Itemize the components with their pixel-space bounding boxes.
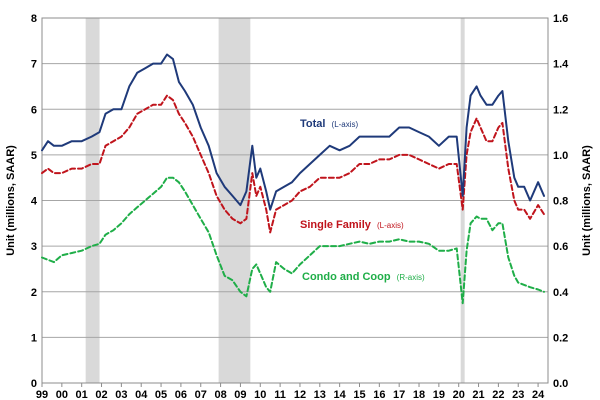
annotation-single-family-label: Single Family: [300, 219, 372, 231]
left-tick-label: 3: [31, 241, 37, 253]
annotation-condo-coop: Condo and Coop (R-axis): [302, 271, 425, 283]
left-tick-label: 2: [31, 287, 37, 299]
series-lines: [41, 53, 545, 305]
right-tick-label: 0.2: [553, 332, 568, 344]
right-tick-label: 0.6: [553, 241, 568, 253]
left-axis-title: Unit (millions, SAAR): [5, 145, 17, 256]
x-axis-ticks: 99 00 01 02 03 04 05 06 07 08 09 10 11 12 13 14 15 16 17 18…: [36, 383, 545, 400]
x-tick-label: 06: [175, 389, 187, 400]
left-tick-label: 6: [31, 104, 37, 116]
right-tick-label: 1.4: [553, 59, 569, 71]
right-axis-title: Unit (millions, SAAR): [581, 145, 593, 256]
annotation-single-family: Single Family (L-axis): [300, 219, 404, 231]
x-tick-label: 14: [334, 389, 347, 400]
x-tick-label: 10: [254, 389, 266, 400]
annotation-total-axis-note: (L-axis): [332, 120, 359, 129]
x-tick-label: 19: [433, 389, 445, 400]
right-tick-label: 1.0: [553, 150, 568, 162]
left-tick-label: 4: [31, 196, 38, 208]
x-tick-label: 08: [214, 389, 226, 400]
right-tick-label: 0.8: [553, 196, 568, 208]
single-family-line: [41, 94, 545, 234]
x-tick-label: 12: [294, 389, 306, 400]
x-tick-label: 07: [195, 389, 207, 400]
left-axis-ticks: 0 1 2 3 4 5 6 7 8: [31, 13, 38, 390]
x-tick-label: 05: [155, 389, 167, 400]
condo-and-coop-line: [41, 176, 545, 305]
left-tick-label: 5: [31, 150, 37, 162]
x-tick-label: 01: [76, 389, 88, 400]
annotation-condo-coop-label: Condo and Coop: [302, 271, 391, 283]
x-tick-label: 21: [472, 389, 484, 400]
annotation-condo-coop-axis-note: (R-axis): [397, 273, 425, 282]
annotation-total: Total (L-axis): [300, 118, 359, 130]
gridlines: [42, 63, 548, 338]
left-tick-label: 0: [31, 378, 37, 390]
plot-frame: [41, 17, 549, 384]
x-tick-label: 02: [95, 389, 107, 400]
x-tick-label: 17: [393, 389, 405, 400]
total-line: [41, 53, 545, 211]
right-axis-ticks: 0.0 0.2 0.4 0.6 0.8 1.0 1.2 1.4 1.6: [553, 13, 569, 390]
annotation-total-label: Total: [300, 118, 325, 130]
x-tick-label: 22: [492, 389, 504, 400]
x-tick-label: 09: [234, 389, 246, 400]
x-tick-label: 04: [135, 389, 148, 400]
x-tick-label: 18: [413, 389, 425, 400]
x-tick-label: 13: [314, 389, 326, 400]
left-tick-label: 8: [31, 13, 37, 25]
right-tick-label: 0.4: [553, 287, 569, 299]
right-tick-label: 1.6: [553, 13, 568, 25]
x-tick-label: 16: [373, 389, 385, 400]
left-tick-label: 1: [31, 332, 37, 344]
x-tick-label: 24: [532, 389, 545, 400]
x-tick-label: 99: [36, 389, 48, 400]
right-tick-label: 1.2: [553, 104, 568, 116]
left-tick-label: 7: [31, 59, 37, 71]
x-tick-label: 11: [274, 389, 286, 400]
x-tick-label: 23: [512, 389, 524, 400]
annotation-single-family-axis-note: (L-axis): [377, 221, 404, 230]
x-tick-label: 15: [353, 389, 365, 400]
x-tick-label: 00: [56, 389, 68, 400]
x-tick-label: 20: [453, 389, 465, 400]
right-tick-label: 0.0: [553, 378, 568, 390]
x-tick-label: 03: [115, 389, 127, 400]
